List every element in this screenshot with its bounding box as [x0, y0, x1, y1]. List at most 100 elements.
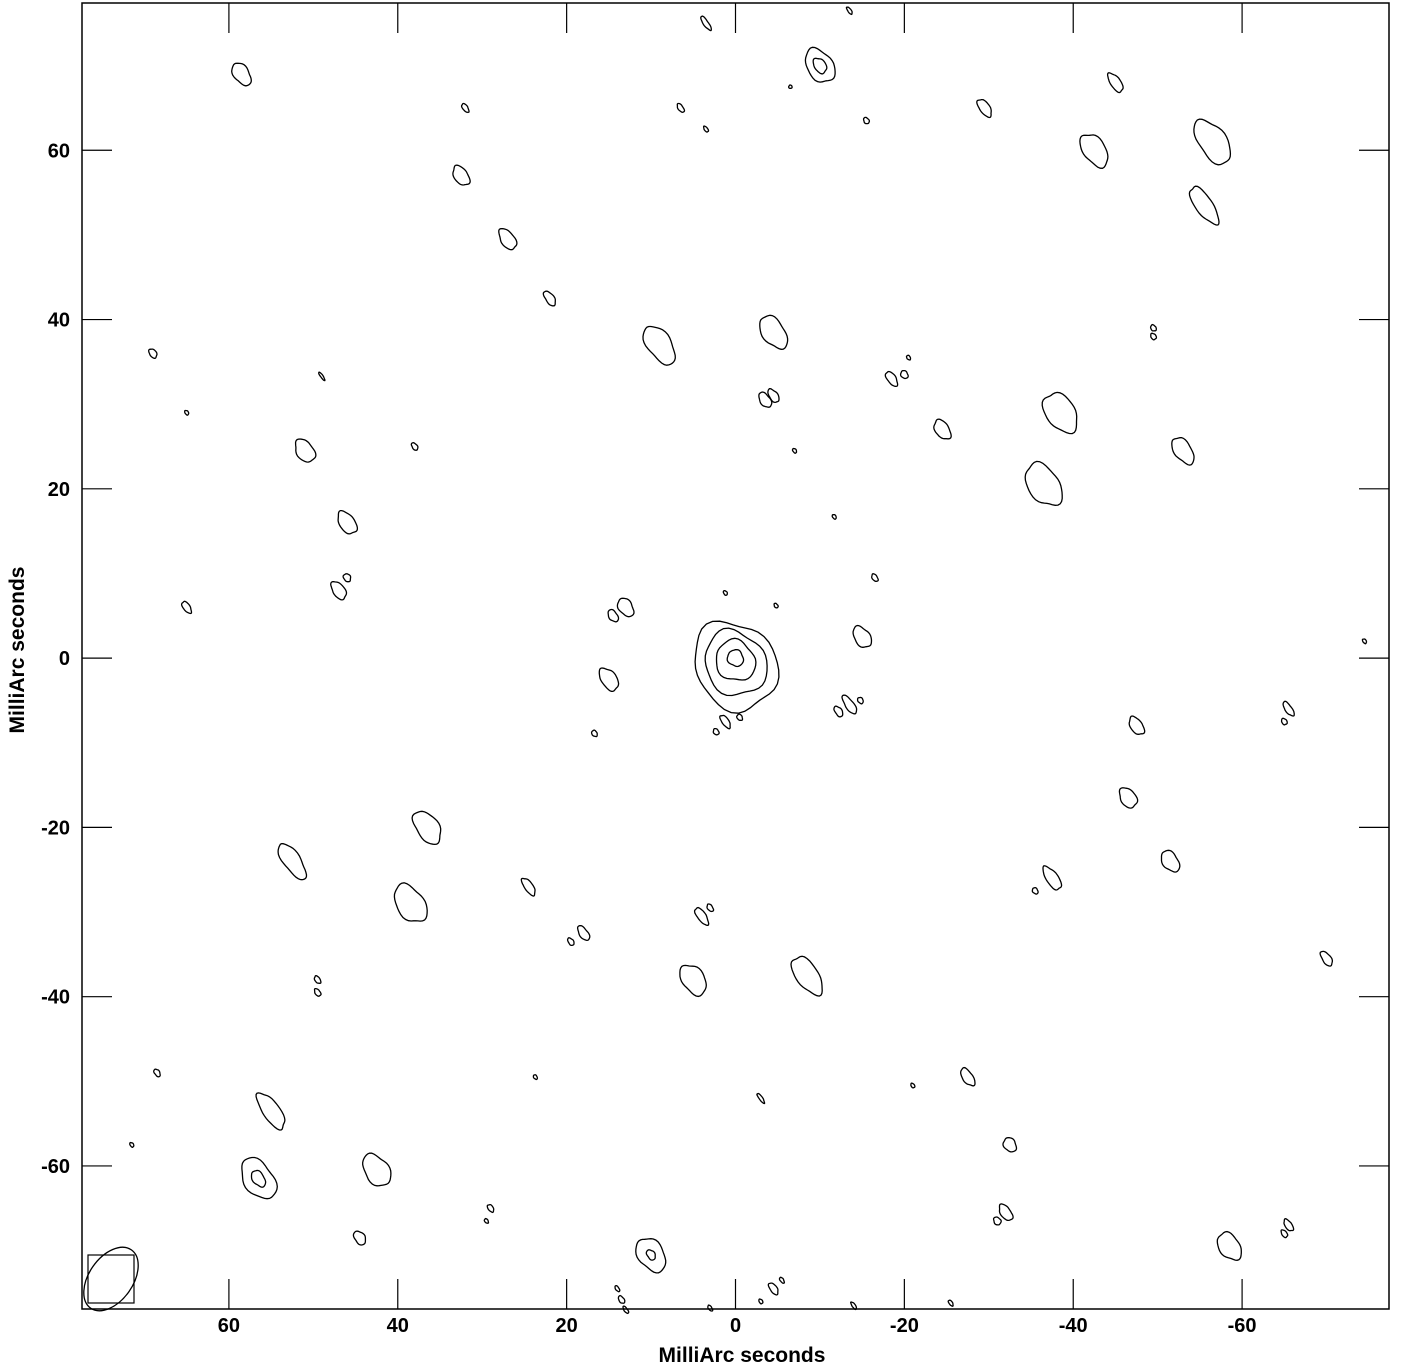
contour-island	[576, 924, 591, 942]
y-axis-title: MilliArc seconds	[6, 567, 29, 734]
contour-island	[707, 1304, 714, 1312]
contour-island	[1319, 950, 1334, 967]
contour-island	[1079, 134, 1109, 169]
contour-island	[700, 15, 712, 32]
contour-island	[1128, 715, 1146, 735]
contour-island	[712, 727, 720, 736]
contour-island	[452, 164, 471, 186]
contour-island	[410, 442, 419, 451]
contour-island	[758, 1298, 764, 1305]
contour-island	[719, 714, 731, 730]
contour-island	[337, 509, 359, 535]
contour-island	[1149, 323, 1157, 332]
contour-layer	[129, 6, 1368, 1315]
contour-island	[277, 843, 308, 881]
contour-island	[129, 1141, 135, 1148]
contour-island	[255, 1092, 286, 1131]
beam-ellipse	[83, 1246, 139, 1312]
contour-island	[393, 882, 428, 922]
contour-island	[1193, 118, 1232, 166]
contour-island	[590, 729, 598, 738]
contour-island	[788, 84, 793, 90]
contour-island	[841, 694, 858, 715]
contour-island	[845, 6, 853, 16]
y-tick-label: -20	[41, 817, 70, 839]
contour-island	[831, 513, 837, 520]
contour-island	[899, 369, 909, 380]
core-contour	[715, 637, 757, 681]
contour-island	[622, 1305, 630, 1315]
contour-island-inner	[645, 1249, 656, 1261]
contour-island	[642, 325, 676, 366]
core-contour	[726, 648, 745, 668]
beam-box	[87, 1254, 135, 1304]
y-tick-label: 0	[59, 648, 70, 670]
contour-island	[330, 581, 348, 601]
x-tick-label: 40	[387, 1315, 409, 1337]
plot-frame	[81, 2, 1390, 1310]
y-tick-label: 40	[48, 310, 70, 332]
contour-island	[1041, 391, 1078, 435]
x-tick-label: -60	[1228, 1315, 1257, 1337]
contour-island	[722, 589, 728, 596]
contour-island	[933, 418, 952, 440]
contour-island	[1106, 72, 1124, 94]
contour-island	[1283, 1218, 1295, 1232]
x-tick-label: 60	[218, 1315, 240, 1337]
contour-island	[804, 46, 836, 83]
contour-island	[1280, 1229, 1289, 1239]
x-tick-label: -20	[890, 1315, 919, 1337]
contour-island	[598, 667, 620, 693]
contour-island	[342, 573, 352, 583]
contour-island	[791, 447, 798, 454]
contour-island	[241, 1156, 278, 1200]
contour-island	[1160, 849, 1181, 873]
contour-island	[992, 1216, 1002, 1226]
contour-island	[1024, 460, 1063, 506]
contour-island	[778, 1276, 786, 1284]
contour-island	[1150, 332, 1158, 341]
contour-island	[153, 1068, 161, 1078]
contour-island	[542, 290, 556, 307]
contour-island	[318, 371, 326, 382]
contour-island	[856, 696, 864, 705]
contour-island	[702, 125, 710, 133]
contour-island	[1280, 717, 1288, 726]
contour-island	[1118, 787, 1139, 809]
contour-island	[976, 98, 992, 119]
contour-island	[693, 906, 710, 926]
y-tick-label: 20	[48, 479, 70, 501]
contour-island	[790, 955, 823, 997]
y-tick-labels: 60 40 20 0 -20 -40 -60	[41, 140, 70, 1178]
contour-island	[483, 1217, 490, 1224]
contour-island	[767, 388, 780, 404]
contour-island	[607, 608, 620, 623]
contour-island	[1216, 1230, 1242, 1261]
contour-island	[998, 1203, 1014, 1222]
contour-island	[833, 705, 844, 718]
contour-island	[352, 1230, 367, 1246]
contour-island	[1002, 1137, 1018, 1153]
x-tick-label: 0	[730, 1315, 741, 1337]
contour-island	[614, 1285, 621, 1293]
contour-island	[758, 391, 773, 408]
contour-island	[773, 602, 779, 609]
contour-island	[184, 409, 190, 416]
contour-island	[362, 1152, 392, 1187]
contour-island	[736, 713, 744, 722]
x-tick-label: -40	[1059, 1315, 1088, 1337]
contour-island	[756, 1092, 766, 1105]
contour-island	[616, 597, 635, 618]
contour-island	[180, 600, 193, 615]
contour-island	[852, 624, 873, 648]
contour-island	[532, 1074, 539, 1081]
contour-island	[294, 438, 317, 463]
contour-island	[635, 1238, 667, 1274]
contour-island	[759, 314, 789, 350]
beam-shape	[83, 1246, 139, 1312]
contour-island	[1042, 865, 1063, 891]
contour-island	[706, 903, 715, 913]
x-tick-labels: 60 40 20 0 -20 -40 -60	[218, 1315, 1257, 1337]
contour-island	[767, 1282, 779, 1296]
